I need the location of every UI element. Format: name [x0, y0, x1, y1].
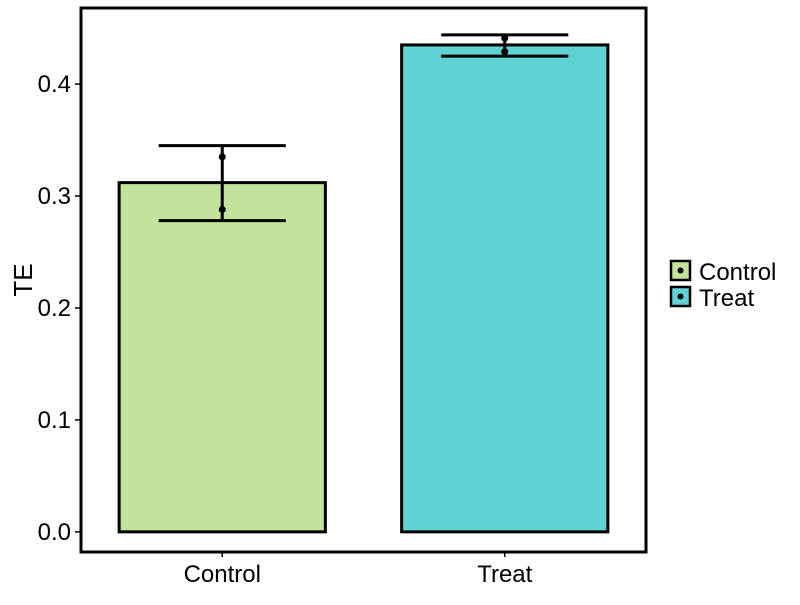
bar-treat	[400, 43, 610, 534]
y-tick-label: 0.3	[38, 183, 71, 210]
bar-control	[117, 181, 327, 534]
bars-layer	[117, 43, 610, 534]
plot-panel	[79, 6, 648, 554]
data-point	[218, 205, 226, 213]
x-tick-label: Treat	[477, 561, 532, 588]
y-axis: 0.0 0.1 0.2 0.3 0.4	[38, 71, 81, 546]
points-layer	[218, 34, 509, 213]
legend-key-point	[677, 267, 684, 274]
legend-label: Treat	[699, 285, 754, 312]
legend-label: Control	[699, 259, 776, 286]
data-point	[218, 153, 226, 161]
y-axis-label: TE	[8, 263, 38, 296]
data-point	[501, 34, 509, 42]
x-axis: Control Treat	[184, 552, 533, 588]
data-point	[501, 48, 509, 56]
legend-key-point	[677, 293, 684, 300]
x-tick-label: Control	[184, 561, 261, 588]
y-tick-label: 0.2	[38, 295, 71, 322]
y-tick-label: 0.1	[38, 407, 71, 434]
y-tick-label: 0.0	[38, 519, 71, 546]
y-tick-label: 0.4	[38, 71, 71, 98]
